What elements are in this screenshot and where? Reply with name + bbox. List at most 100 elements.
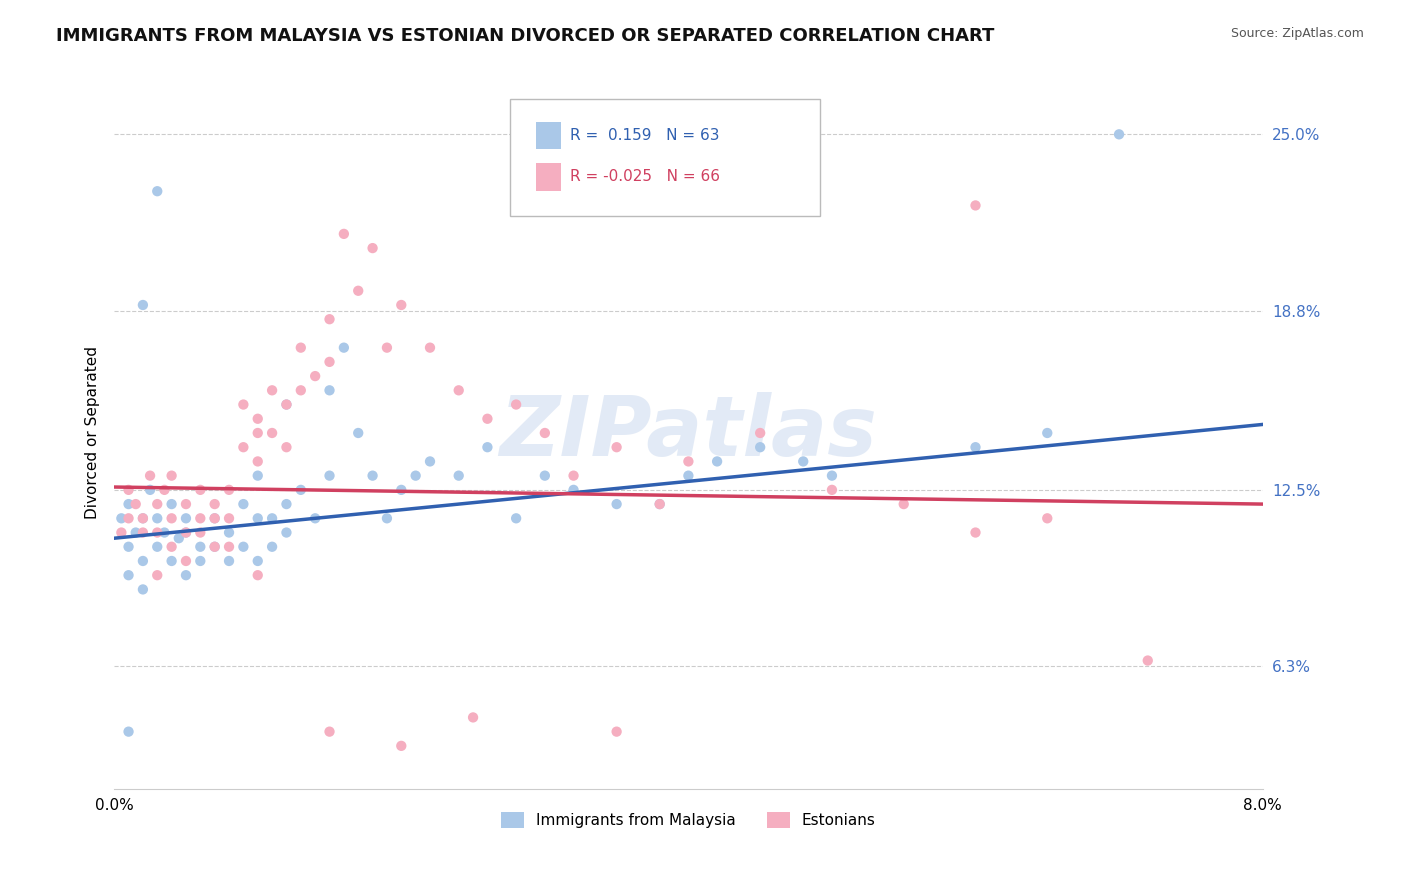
Point [232,440,254,454]
Point [153,525,176,540]
Bar [536,163,561,191]
Point [146,511,169,525]
Point [606,497,628,511]
Point [117,497,139,511]
Point [333,227,356,241]
Point [361,241,384,255]
Point [132,298,155,312]
Legend: Immigrants from Malaysia, Estonians: Immigrants from Malaysia, Estonians [495,806,882,834]
Point [419,341,441,355]
Point [318,724,340,739]
Point [447,468,470,483]
Point [117,511,139,525]
Point [276,440,298,454]
Point [188,511,211,525]
Point [125,525,148,540]
Point [1136,654,1159,668]
Point [146,540,169,554]
Point [174,525,197,540]
Point [232,540,254,554]
Point [505,511,527,525]
Point [246,454,269,468]
Point [477,411,499,425]
Point [318,384,340,398]
Point [821,468,844,483]
Point [139,468,162,483]
Point [276,497,298,511]
Point [1108,128,1130,142]
Point [347,425,370,440]
Point [375,341,398,355]
Point [318,355,340,369]
Point [262,384,284,398]
Point [188,525,211,540]
Point [204,540,226,554]
Point [276,398,298,412]
Text: R = -0.025   N = 66: R = -0.025 N = 66 [569,169,720,185]
Point [246,554,269,568]
Point [447,384,470,398]
Point [188,483,211,497]
Point [562,483,585,497]
Point [174,554,197,568]
Point [246,411,269,425]
Point [246,468,269,483]
Point [246,511,269,525]
Point [160,497,183,511]
Point [534,468,557,483]
Point [125,497,148,511]
Point [117,540,139,554]
Point [204,540,226,554]
Point [246,425,269,440]
Point [333,341,356,355]
Point [174,497,197,511]
Point [232,497,254,511]
Point [218,540,240,554]
Text: ZIPatlas: ZIPatlas [499,392,877,474]
Text: IMMIGRANTS FROM MALAYSIA VS ESTONIAN DIVORCED OR SEPARATED CORRELATION CHART: IMMIGRANTS FROM MALAYSIA VS ESTONIAN DIV… [56,27,994,45]
Point [174,568,197,582]
Text: Source: ZipAtlas.com: Source: ZipAtlas.com [1230,27,1364,40]
Point [419,454,441,468]
Point [117,483,139,497]
Point [139,483,162,497]
Point [304,369,326,384]
Point [110,511,132,525]
Point [146,568,169,582]
Point [290,384,312,398]
Point [188,554,211,568]
Point [167,531,190,545]
Point [648,497,671,511]
Point [174,525,197,540]
Point [262,540,284,554]
Point [146,497,169,511]
Point [389,298,412,312]
Point [132,582,155,597]
Point [174,511,197,525]
Point [965,525,987,540]
Point [678,454,700,468]
Point [389,739,412,753]
Point [204,511,226,525]
Point [232,398,254,412]
Point [262,511,284,525]
Point [965,440,987,454]
Point [347,284,370,298]
Point [290,341,312,355]
Bar [536,122,561,149]
Point [276,525,298,540]
Point [749,425,772,440]
FancyBboxPatch shape [510,99,821,216]
Point [262,425,284,440]
Point [160,468,183,483]
Point [477,440,499,454]
Point [160,511,183,525]
Point [1036,425,1059,440]
Point [821,483,844,497]
Point [146,184,169,198]
Point [132,525,155,540]
Point [304,511,326,525]
Point [290,483,312,497]
Point [117,568,139,582]
Point [276,398,298,412]
